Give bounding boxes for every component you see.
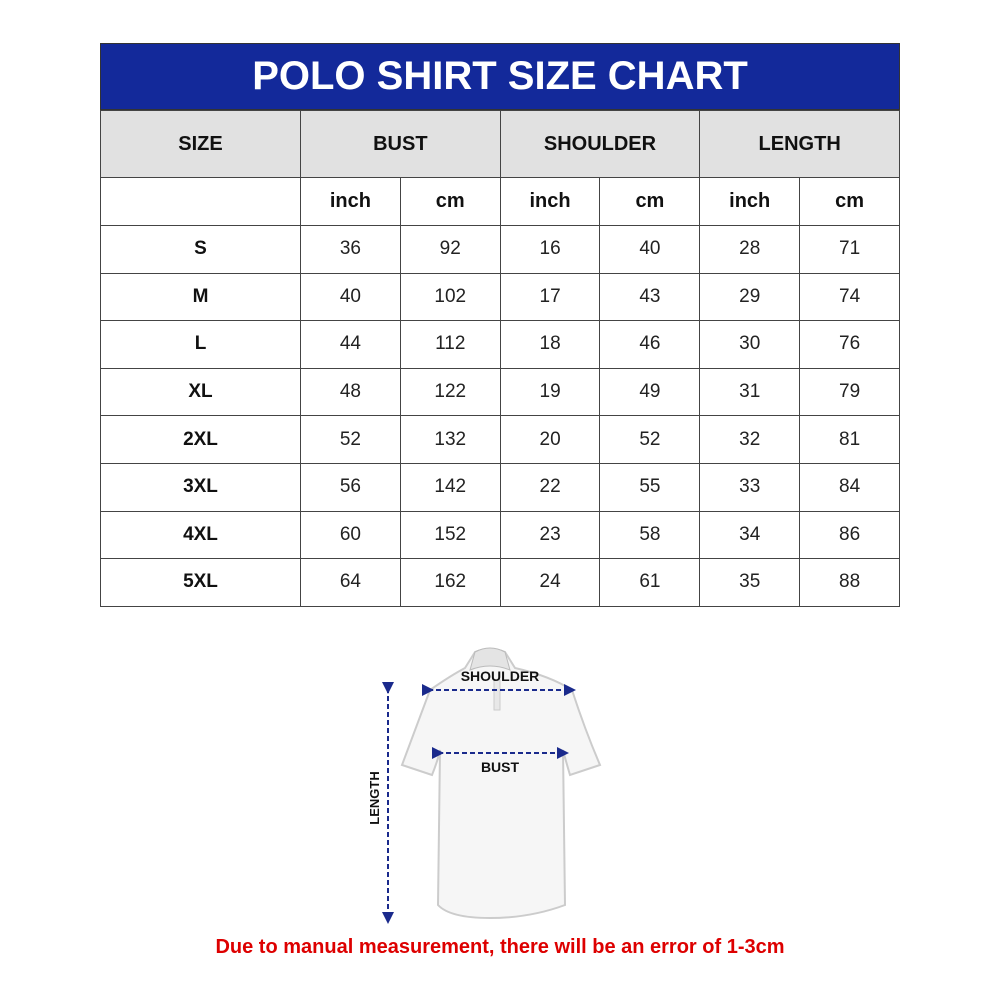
value-cell: 52 <box>300 415 401 464</box>
measurement-note: Due to manual measurement, there will be… <box>215 936 785 958</box>
shirt-placket <box>493 679 501 711</box>
value-cell: 19 <box>499 367 601 417</box>
table-row: S 36 92 16 40 28 71 <box>100 225 900 274</box>
value-cell: 152 <box>399 510 501 560</box>
header-size: SIZE <box>100 110 301 178</box>
value-cell: 28 <box>699 225 801 274</box>
chart-title: POLO SHIRT SIZE CHART <box>100 43 900 110</box>
value-cell: 17 <box>499 272 601 322</box>
unit: cm <box>399 177 501 226</box>
value-cell: 32 <box>699 415 801 464</box>
size-cell: 2XL <box>100 415 301 464</box>
length-label: LENGTH <box>367 771 382 824</box>
unit: inch <box>499 177 601 226</box>
value-cell: 92 <box>399 225 501 274</box>
value-cell: 46 <box>599 320 701 369</box>
value-cell: 58 <box>599 510 701 560</box>
value-cell: 60 <box>300 510 401 560</box>
value-cell: 24 <box>499 558 601 607</box>
header-length: LENGTH <box>699 110 900 178</box>
unit: inch <box>300 177 401 226</box>
value-cell: 76 <box>799 320 900 369</box>
table-row: M 40 102 17 43 29 74 <box>100 272 900 322</box>
unit: cm <box>599 177 701 226</box>
value-cell: 23 <box>499 510 601 560</box>
size-cell: M <box>100 272 301 322</box>
polo-shirt-diagram: SHOULDER BUST LENGTH <box>367 647 602 924</box>
header-bust: BUST <box>300 110 501 178</box>
table-row: XL 48 122 19 49 31 79 <box>100 367 900 417</box>
unit-row: inch cm inch cm inch cm <box>100 177 900 226</box>
value-cell: 20 <box>499 415 601 464</box>
empty-cell <box>100 177 301 226</box>
value-cell: 31 <box>699 367 801 417</box>
shoulder-label: SHOULDER <box>461 668 540 684</box>
value-cell: 48 <box>300 367 401 417</box>
value-cell: 122 <box>399 367 501 417</box>
header-row: SIZE BUST SHOULDER LENGTH <box>100 110 900 178</box>
value-cell: 74 <box>799 272 900 322</box>
value-cell: 40 <box>300 272 401 322</box>
value-cell: 142 <box>399 462 501 512</box>
size-cell: 4XL <box>100 510 301 560</box>
value-cell: 88 <box>799 558 900 607</box>
value-cell: 35 <box>699 558 801 607</box>
value-cell: 81 <box>799 415 900 464</box>
value-cell: 22 <box>499 462 601 512</box>
value-cell: 64 <box>300 558 401 607</box>
value-cell: 112 <box>399 320 501 369</box>
table-row: 4XL 60 152 23 58 34 86 <box>100 510 900 560</box>
value-cell: 102 <box>399 272 501 322</box>
value-cell: 71 <box>799 225 900 274</box>
size-cell: S <box>100 225 301 274</box>
value-cell: 33 <box>699 462 801 512</box>
value-cell: 162 <box>399 558 501 607</box>
value-cell: 49 <box>599 367 701 417</box>
value-cell: 61 <box>599 558 701 607</box>
value-cell: 84 <box>799 462 900 512</box>
value-cell: 36 <box>300 225 401 274</box>
value-cell: 18 <box>499 320 601 369</box>
shirt-collar <box>469 647 511 671</box>
size-cell: XL <box>100 367 301 417</box>
header-shoulder: SHOULDER <box>499 110 701 178</box>
value-cell: 44 <box>300 320 401 369</box>
table-row: 2XL 52 132 20 52 32 81 <box>100 415 900 464</box>
value-cell: 52 <box>599 415 701 464</box>
unit: inch <box>699 177 801 226</box>
value-cell: 132 <box>399 415 501 464</box>
unit: cm <box>799 177 900 226</box>
size-table: SIZE BUST SHOULDER LENGTH inch cm inch c… <box>100 110 900 607</box>
table-row: L 44 112 18 46 30 76 <box>100 320 900 369</box>
value-cell: 34 <box>699 510 801 560</box>
size-cell: L <box>100 320 301 369</box>
value-cell: 29 <box>699 272 801 322</box>
table-row: 3XL 56 142 22 55 33 84 <box>100 462 900 512</box>
table-row: 5XL 64 162 24 61 35 88 <box>100 558 900 607</box>
value-cell: 30 <box>699 320 801 369</box>
value-cell: 16 <box>499 225 601 274</box>
value-cell: 55 <box>599 462 701 512</box>
shirt-body <box>400 648 602 920</box>
value-cell: 86 <box>799 510 900 560</box>
value-cell: 79 <box>799 367 900 417</box>
value-cell: 56 <box>300 462 401 512</box>
value-cell: 43 <box>599 272 701 322</box>
size-cell: 3XL <box>100 462 301 512</box>
size-cell: 5XL <box>100 558 301 607</box>
bust-label: BUST <box>481 759 520 775</box>
value-cell: 40 <box>599 225 701 274</box>
